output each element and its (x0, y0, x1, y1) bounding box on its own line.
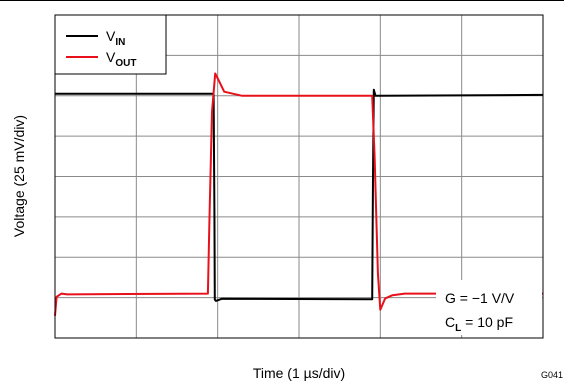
y-axis-label: Voltage (25 mV/div) (11, 115, 27, 237)
legend-box (54, 14, 167, 75)
traces (54, 72, 544, 316)
trace-v-out (54, 72, 543, 316)
condition-box-bg (436, 280, 542, 335)
condition-box: G = −1 V/V CL = 10 pF (436, 280, 542, 335)
top-rule (0, 0, 564, 1)
plot-frame (54, 14, 544, 339)
legend: VIN VOUT (54, 14, 167, 75)
trace-v-in (55, 88, 544, 302)
legend-label-vout: VOUT (106, 49, 136, 69)
legend-label-vin: VIN (106, 28, 125, 48)
load-capacitance-annotation: CL = 10 pF (445, 314, 513, 334)
x-axis-label: Time (1 µs/div) (253, 365, 345, 381)
figure-id: G041 (541, 370, 563, 380)
gain-annotation: G = −1 V/V (445, 290, 515, 306)
